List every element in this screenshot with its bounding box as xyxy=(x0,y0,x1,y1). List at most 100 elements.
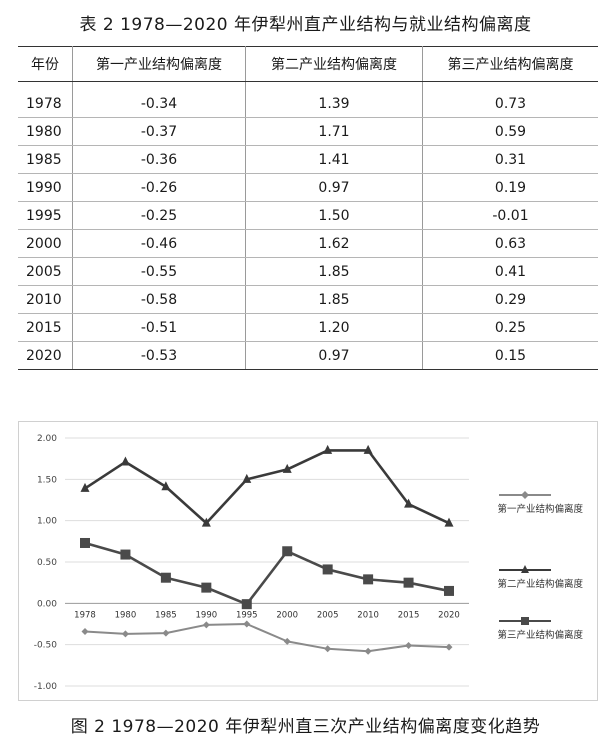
data-point xyxy=(202,621,210,629)
data-point xyxy=(201,517,211,527)
data-point xyxy=(120,456,130,466)
data-point xyxy=(322,564,333,575)
x-tick-label: 1985 xyxy=(155,610,177,620)
table-row: 1978 -0.34 1.39 0.73 xyxy=(18,81,598,118)
data-point xyxy=(403,577,414,588)
series-line-1 xyxy=(84,623,450,653)
header-primary: 第一产业结构偏离度 xyxy=(72,46,246,82)
cell-year: 2010 xyxy=(18,285,73,314)
series-line-2 xyxy=(84,449,450,525)
table-row: 1995 -0.25 1.50 -0.01 xyxy=(18,201,598,230)
data-point xyxy=(445,643,453,651)
table-header-row: 年份 第一产业结构偏离度 第二产业结构偏离度 第三产业结构偏离度 xyxy=(18,46,598,82)
legend-marker xyxy=(521,491,529,499)
table-row: 2015 -0.51 1.20 0.25 xyxy=(18,313,598,342)
header-tertiary: 第三产业结构偏离度 xyxy=(422,46,598,82)
x-tick-label: 1980 xyxy=(115,610,137,620)
cell-tertiary: 0.41 xyxy=(422,257,598,286)
data-point xyxy=(161,481,171,491)
y-tick-label: 1.00 xyxy=(37,517,57,527)
cell-primary: -0.53 xyxy=(72,341,246,370)
y-tick-label: 1.50 xyxy=(37,475,57,485)
cell-primary: -0.25 xyxy=(72,201,246,230)
cell-tertiary: 0.19 xyxy=(422,173,598,202)
data-point xyxy=(444,585,454,596)
legend-label: 第一产业结构偏离度 xyxy=(497,503,583,515)
deviation-trend-chart: 2.00 1.50 1.00 0.50 0.00 -0.50 -1.00 1978 1980 19… xyxy=(34,434,584,692)
cell-secondary: 1.39 xyxy=(245,81,423,118)
y-tick-label: 0.00 xyxy=(37,599,57,609)
data-point xyxy=(80,482,90,492)
cell-year: 2020 xyxy=(18,341,73,370)
cell-year: 1978 xyxy=(18,81,73,118)
cell-tertiary: 0.29 xyxy=(422,285,598,314)
cell-primary: -0.51 xyxy=(72,313,246,342)
table-row: 1980 -0.37 1.71 0.59 xyxy=(18,117,598,146)
cell-year: 2005 xyxy=(18,257,73,286)
cell-primary: -0.58 xyxy=(72,285,246,314)
data-point xyxy=(323,444,333,454)
data-point xyxy=(242,473,252,483)
cell-secondary: 0.97 xyxy=(245,341,423,370)
table-row: 2020 -0.53 0.97 0.15 xyxy=(18,341,598,370)
data-point xyxy=(81,627,89,635)
x-tick-label: 2010 xyxy=(357,610,379,620)
legend-label: 第二产业结构偏离度 xyxy=(497,578,583,590)
cell-secondary: 1.85 xyxy=(245,285,423,314)
table-row: 2000 -0.46 1.62 0.63 xyxy=(18,229,598,258)
data-point xyxy=(363,444,373,454)
cell-year: 1995 xyxy=(18,201,73,230)
cell-secondary: 1.85 xyxy=(245,257,423,286)
cell-tertiary: 0.31 xyxy=(422,145,598,174)
data-point xyxy=(120,549,131,560)
table-row: 1990 -0.26 0.97 0.19 xyxy=(18,173,598,202)
data-point xyxy=(160,572,171,583)
cell-primary: -0.26 xyxy=(72,173,246,202)
data-point xyxy=(404,498,414,508)
y-tick-label: 0.50 xyxy=(37,558,57,568)
data-point xyxy=(241,599,252,610)
figure-caption: 图 2 1978—2020 年伊犁州直三次产业结构偏离度变化趋势 xyxy=(70,717,541,737)
cell-secondary: 1.20 xyxy=(245,313,423,342)
cell-primary: -0.46 xyxy=(72,229,246,258)
cell-tertiary: 0.25 xyxy=(422,313,598,342)
x-tick-label: 2005 xyxy=(317,610,339,620)
x-tick-label: 1995 xyxy=(236,610,258,620)
cell-secondary: 1.50 xyxy=(245,201,423,230)
header-secondary: 第二产业结构偏离度 xyxy=(245,46,423,82)
deviation-table: 年份 第一产业结构偏离度 第二产业结构偏离度 第三产业结构偏离度 1978 -0.… xyxy=(18,46,598,370)
x-tick-label: 1990 xyxy=(196,610,218,620)
cell-year: 2000 xyxy=(18,229,73,258)
table-row: 1985 -0.36 1.41 0.31 xyxy=(18,145,598,174)
table-caption: 表 2 1978—2020 年伊犁州直产业结构与就业结构偏离度 xyxy=(79,15,532,35)
chart-frame: 2.00 1.50 1.00 0.50 0.00 -0.50 -1.00 1978 1980 19… xyxy=(18,421,598,701)
data-point xyxy=(364,647,372,655)
data-point xyxy=(162,629,170,637)
cell-primary: -0.55 xyxy=(72,257,246,286)
data-point xyxy=(243,620,251,628)
cell-secondary: 1.71 xyxy=(245,117,423,146)
data-point xyxy=(282,546,293,557)
table-row: 2005 -0.55 1.85 0.41 xyxy=(18,257,598,286)
legend-marker xyxy=(521,617,529,625)
cell-tertiary: 0.73 xyxy=(422,81,598,118)
cell-tertiary: -0.01 xyxy=(422,201,598,230)
data-point xyxy=(363,574,374,585)
x-tick-label: 2000 xyxy=(276,610,298,620)
cell-primary: -0.36 xyxy=(72,145,246,174)
y-tick-label: 2.00 xyxy=(37,434,57,444)
cell-primary: -0.34 xyxy=(72,81,246,118)
cell-secondary: 1.62 xyxy=(245,229,423,258)
data-point xyxy=(444,517,454,527)
cell-primary: -0.37 xyxy=(72,117,246,146)
cell-year: 1990 xyxy=(18,173,73,202)
cell-year: 1980 xyxy=(18,117,73,146)
cell-secondary: 1.41 xyxy=(245,145,423,174)
cell-tertiary: 0.59 xyxy=(422,117,598,146)
cell-tertiary: 0.63 xyxy=(422,229,598,258)
cell-secondary: 0.97 xyxy=(245,173,423,202)
table-body: 1978 -0.34 1.39 0.73 1980 -0.37 1.71 0.59 1985 -0… xyxy=(18,81,598,370)
x-tick-label: 2015 xyxy=(398,610,420,620)
x-tick-label: 2020 xyxy=(438,610,460,620)
y-tick-label: -1.00 xyxy=(34,682,58,692)
